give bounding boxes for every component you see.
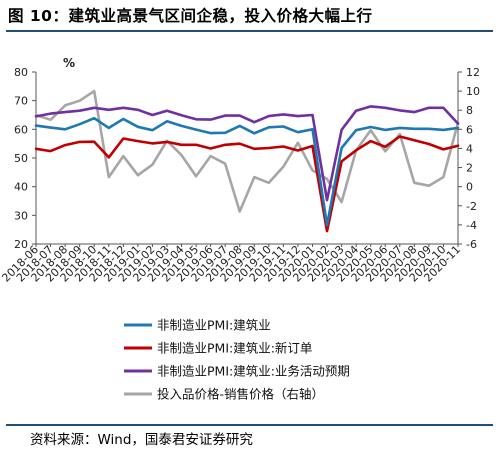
- title-rule: [6, 30, 493, 32]
- source-rule: [6, 424, 493, 426]
- series-line-3: [34, 105, 460, 202]
- legend-label: 非制造业PMI:建筑业:新订单: [157, 341, 312, 356]
- left-tick-label: 30: [14, 209, 28, 222]
- left-tick-label: 60: [14, 123, 28, 136]
- figure-title: 图 10：建筑业高景气区间企稳，投入价格大幅上行: [8, 7, 373, 25]
- legend-label: 非制造业PMI:建筑业:业务活动预期: [157, 364, 350, 379]
- right-tick-label: 4: [466, 142, 473, 155]
- right-tick-label: 10: [466, 85, 480, 98]
- left-tick-label: 70: [14, 95, 28, 108]
- chart-series: [34, 89, 460, 233]
- series-line-4: [34, 89, 460, 213]
- source-note: 资料来源：Wind，国泰君安证券研究: [30, 432, 253, 448]
- chart-axes: 20 30 40 50 60 70 80 -6 -4 -2 0 2 4 6 8 10 12%: [14, 56, 480, 251]
- right-tick-label: 8: [466, 104, 473, 117]
- line-chart: 20 30 40 50 60 70 80 -6 -4 -2 0 2 4 6 8 10 12% 2018-0620…: [0, 56, 480, 402]
- right-tick-label: 6: [466, 123, 473, 136]
- left-tick-label: 20: [14, 238, 28, 251]
- legend-label: 非制造业PMI:建筑业: [157, 318, 271, 333]
- left-tick-label: 80: [14, 66, 28, 79]
- x-tick-labels: 2018-062018-072018-082018-092018-102018-…: [0, 243, 463, 285]
- legend-label: 投入品价格-销售价格（右轴）: [157, 387, 324, 402]
- right-tick-label: -2: [466, 200, 477, 213]
- right-tick-label: 12: [466, 66, 480, 79]
- series-line-1: [34, 116, 460, 227]
- right-tick-label: -4: [466, 219, 477, 232]
- series-line-2: [34, 135, 460, 233]
- right-tick-label: -6: [466, 238, 477, 251]
- left-tick-label: 50: [14, 152, 28, 165]
- right-tick-label: 2: [466, 162, 473, 175]
- chart-legend: 非制造业PMI:建筑业非制造业PMI:建筑业:新订单非制造业PMI:建筑业:业务…: [124, 318, 350, 402]
- left-axis-unit: %: [63, 56, 75, 70]
- right-tick-label: 0: [466, 181, 473, 194]
- left-tick-label: 40: [14, 181, 28, 194]
